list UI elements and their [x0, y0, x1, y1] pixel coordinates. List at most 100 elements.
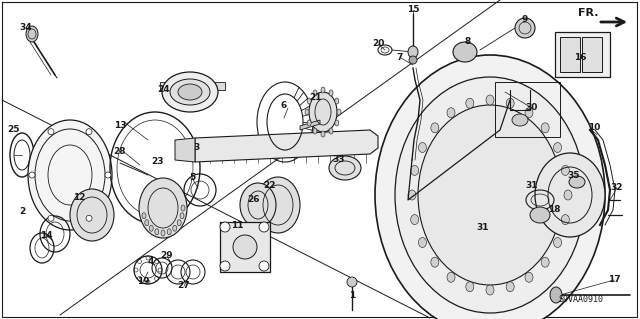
Text: 3: 3: [193, 144, 199, 152]
Ellipse shape: [155, 229, 159, 235]
Text: 8: 8: [465, 38, 471, 47]
Text: 16: 16: [573, 54, 586, 63]
Ellipse shape: [139, 178, 187, 238]
Ellipse shape: [162, 72, 218, 112]
Ellipse shape: [564, 190, 572, 200]
Ellipse shape: [419, 238, 426, 248]
Text: 27: 27: [178, 281, 190, 291]
Ellipse shape: [409, 56, 417, 64]
Ellipse shape: [395, 77, 585, 313]
Ellipse shape: [26, 26, 38, 42]
Text: 1: 1: [349, 292, 355, 300]
Ellipse shape: [418, 105, 562, 285]
Text: 7: 7: [397, 54, 403, 63]
Ellipse shape: [335, 98, 339, 104]
Ellipse shape: [506, 282, 514, 292]
Ellipse shape: [220, 261, 230, 271]
Text: 31: 31: [525, 181, 538, 189]
Ellipse shape: [535, 153, 605, 237]
Ellipse shape: [149, 225, 153, 231]
Ellipse shape: [86, 129, 92, 135]
Text: 29: 29: [161, 251, 173, 261]
Ellipse shape: [337, 109, 341, 115]
Ellipse shape: [408, 190, 416, 200]
Text: 9: 9: [522, 16, 528, 25]
Text: 34: 34: [20, 24, 32, 33]
Ellipse shape: [419, 143, 426, 152]
Ellipse shape: [259, 261, 269, 271]
Text: 20: 20: [372, 40, 384, 48]
Ellipse shape: [259, 222, 269, 232]
Text: 10: 10: [588, 123, 600, 132]
Ellipse shape: [335, 120, 339, 126]
Text: 13: 13: [114, 122, 126, 130]
Ellipse shape: [178, 84, 202, 100]
Text: 25: 25: [8, 125, 20, 135]
Bar: [220, 222, 270, 272]
Text: 17: 17: [608, 276, 620, 285]
Ellipse shape: [48, 215, 54, 221]
Ellipse shape: [561, 215, 570, 225]
Bar: [582, 37, 602, 72]
Ellipse shape: [541, 257, 549, 267]
Bar: [555, 32, 610, 77]
Ellipse shape: [453, 42, 477, 62]
Ellipse shape: [256, 177, 300, 233]
Text: 11: 11: [231, 220, 243, 229]
Ellipse shape: [321, 131, 325, 137]
Text: FR.: FR.: [578, 8, 598, 18]
Text: 28: 28: [114, 147, 126, 157]
Ellipse shape: [329, 128, 333, 134]
Ellipse shape: [431, 257, 439, 267]
Text: 30: 30: [526, 103, 538, 113]
Ellipse shape: [142, 213, 146, 219]
Ellipse shape: [411, 166, 419, 175]
Text: 14: 14: [40, 231, 52, 240]
Ellipse shape: [307, 98, 311, 104]
Text: 32: 32: [611, 183, 623, 192]
Ellipse shape: [180, 213, 184, 219]
Text: 12: 12: [73, 194, 85, 203]
Ellipse shape: [145, 220, 149, 226]
Polygon shape: [160, 82, 225, 90]
Text: 18: 18: [548, 205, 560, 214]
Ellipse shape: [305, 109, 309, 115]
Ellipse shape: [541, 123, 549, 133]
Bar: [560, 37, 580, 72]
Polygon shape: [175, 138, 195, 162]
Ellipse shape: [447, 108, 455, 118]
Ellipse shape: [375, 55, 605, 319]
Ellipse shape: [561, 166, 570, 175]
Ellipse shape: [506, 98, 514, 108]
Ellipse shape: [347, 277, 357, 287]
Ellipse shape: [554, 143, 561, 152]
Ellipse shape: [48, 129, 54, 135]
Ellipse shape: [309, 92, 337, 132]
Ellipse shape: [408, 46, 418, 58]
Ellipse shape: [550, 287, 562, 303]
Ellipse shape: [29, 172, 35, 178]
Ellipse shape: [515, 18, 535, 38]
Ellipse shape: [512, 114, 528, 126]
Ellipse shape: [329, 156, 361, 180]
Ellipse shape: [569, 176, 585, 188]
Ellipse shape: [313, 128, 317, 134]
Text: 21: 21: [310, 93, 323, 101]
Ellipse shape: [86, 215, 92, 221]
Ellipse shape: [220, 222, 230, 232]
Ellipse shape: [233, 235, 257, 259]
Ellipse shape: [431, 123, 439, 133]
Ellipse shape: [181, 205, 185, 211]
Ellipse shape: [530, 207, 550, 223]
Text: 15: 15: [407, 5, 419, 14]
Ellipse shape: [240, 183, 276, 227]
Text: 24: 24: [157, 85, 170, 94]
Ellipse shape: [177, 220, 181, 226]
Ellipse shape: [70, 189, 114, 241]
Text: 35: 35: [568, 172, 580, 181]
Text: 6: 6: [281, 101, 287, 110]
Text: 5: 5: [189, 174, 195, 182]
Text: 19: 19: [137, 278, 149, 286]
Ellipse shape: [447, 272, 455, 282]
Polygon shape: [300, 120, 320, 130]
